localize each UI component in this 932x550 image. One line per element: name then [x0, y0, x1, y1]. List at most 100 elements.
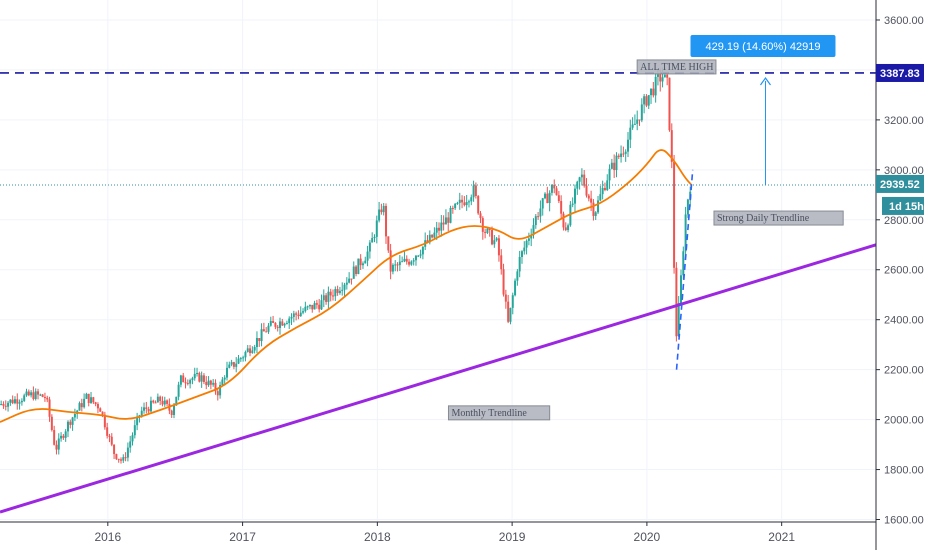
candle-up [412, 260, 415, 262]
candle-down [497, 238, 500, 256]
countdown-badge-bg [882, 196, 924, 215]
candle-up [643, 96, 646, 105]
candle-up [417, 255, 420, 257]
candle-down [359, 258, 362, 266]
candle-up [610, 162, 613, 169]
countdown-badge: 1d 15h [882, 196, 924, 215]
candle-up [320, 300, 323, 310]
time-tick-label: 2016 [94, 530, 121, 544]
price-axis[interactable]: 1600.00 1800.00 2000.00 2200.00 2400.00 2600.… [875, 0, 932, 550]
candle-up [414, 255, 417, 261]
candle-down [479, 213, 482, 219]
candle-down [182, 375, 185, 383]
candle-down [216, 391, 219, 396]
measure-label-box [690, 34, 836, 57]
measure-arrow-head [760, 76, 771, 86]
monthly-trendline[interactable] [0, 243, 877, 514]
candle-up [465, 202, 468, 206]
candle-up [175, 396, 178, 406]
candle-up [626, 139, 629, 152]
candle-down [590, 198, 593, 203]
candle-up [518, 257, 521, 272]
candle-down [46, 397, 49, 400]
candle-down [355, 266, 358, 275]
candle-up [435, 227, 438, 233]
candle-down [438, 227, 441, 231]
candle-up [661, 77, 664, 82]
candle-down [295, 313, 298, 315]
candle-up [567, 225, 570, 230]
candle-up [126, 447, 129, 458]
candle-down [666, 74, 669, 78]
price-tick-label: 1800.00 [884, 465, 924, 477]
candle-down [560, 200, 563, 214]
candle-down [622, 153, 625, 155]
candle-up [378, 209, 381, 221]
candle-down [675, 267, 678, 337]
candle-up [78, 403, 81, 411]
candle-up [633, 123, 636, 125]
candle-down [274, 322, 277, 327]
candle-down [281, 321, 284, 326]
candle-up [421, 246, 424, 255]
candle-up [486, 228, 489, 233]
candle-up [527, 238, 530, 241]
candle-down [652, 88, 655, 96]
time-axis[interactable]: 2016 2017 2018 2019 2020 2021 [0, 521, 876, 544]
candle-down [507, 301, 510, 322]
candle-down [16, 399, 19, 404]
candle-up [631, 124, 634, 128]
candle-up [371, 238, 374, 243]
candle-down [103, 414, 106, 428]
candle-down [673, 161, 676, 268]
candle-up [656, 74, 659, 77]
candle-up [366, 251, 369, 261]
candle-down [332, 295, 335, 297]
price-tick-label: 1600.00 [884, 515, 924, 527]
candle-down [108, 435, 111, 437]
candle-up [361, 263, 364, 266]
candle-up [306, 306, 309, 308]
candle-up [394, 264, 397, 266]
candle-up [578, 177, 581, 182]
candle-down [145, 407, 148, 409]
daily-trendline[interactable] [675, 169, 694, 370]
candle-up [597, 200, 600, 213]
candle-up [18, 402, 21, 404]
candle-up [530, 235, 533, 239]
candle-up [348, 278, 351, 283]
candle-up [129, 441, 132, 448]
candle-up [302, 311, 305, 313]
price-tick-label: 3200.00 [884, 115, 924, 127]
candle-up [34, 391, 37, 400]
price-range-measure[interactable]: 429.19 (14.60%) 42919 [690, 34, 836, 185]
candle-up [327, 291, 330, 302]
price-tick-label: 2800.00 [884, 215, 924, 227]
annotation-label: ALL TIME HIGH [640, 62, 713, 73]
candle-up [9, 399, 12, 403]
candle-up [288, 318, 291, 324]
price-tick-label: 2600.00 [884, 265, 924, 277]
candle-down [431, 234, 434, 238]
price-tick-label: 3000.00 [884, 165, 924, 177]
candle-up [223, 377, 226, 380]
candle-up [525, 240, 528, 248]
candle-up [73, 414, 76, 418]
candle-down [463, 202, 466, 206]
candle-up [221, 379, 224, 386]
candle-up [156, 396, 159, 403]
candle-down [451, 208, 454, 210]
candle-down [461, 199, 464, 203]
candle-up [677, 303, 680, 337]
candle-down [617, 155, 620, 158]
candle-up [373, 236, 376, 239]
candle-up [419, 254, 422, 256]
candle-down [92, 397, 95, 403]
candle-up [541, 198, 544, 209]
candle-down [205, 381, 208, 386]
candle-up [599, 194, 602, 201]
candle-down [297, 314, 300, 317]
time-tick-label: 2019 [499, 530, 526, 544]
candle-down [27, 391, 30, 396]
